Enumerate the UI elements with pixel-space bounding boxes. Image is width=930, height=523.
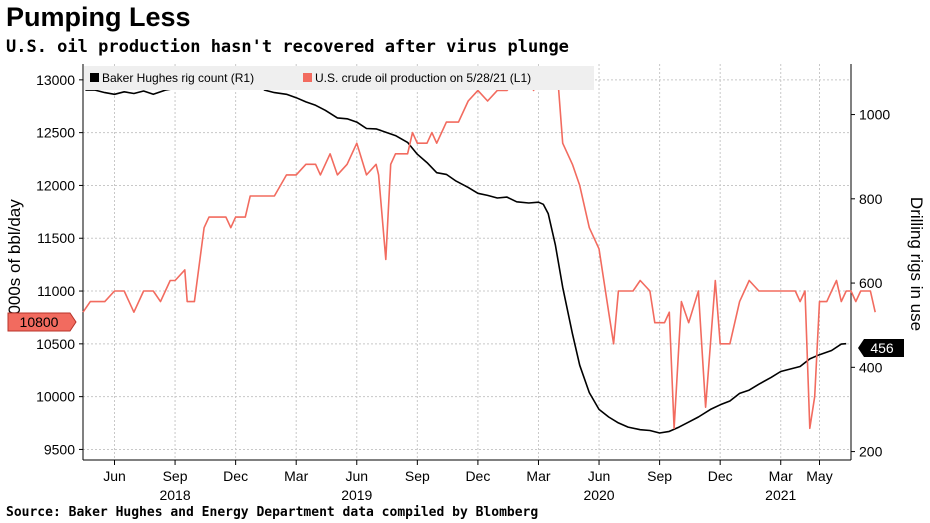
- right-tick-label: 800: [859, 191, 883, 207]
- production-last-value-tag: [7, 312, 77, 332]
- right-tick-label: 200: [859, 444, 883, 460]
- left-tick-label: 12000: [36, 177, 75, 193]
- oil-production-line: [82, 68, 876, 430]
- x-tick-label: Jun: [588, 468, 611, 484]
- x-year-label: 2019: [341, 487, 372, 503]
- x-tick-label: Mar: [526, 468, 550, 484]
- legend-swatch-rigs: [90, 73, 99, 82]
- x-tick-label: Dec: [708, 468, 733, 484]
- right-tick-label: 600: [859, 275, 883, 291]
- x-tick-label: Sep: [647, 468, 672, 484]
- source-note: Source: Baker Hughes and Energy Departme…: [6, 505, 539, 520]
- x-tick-label: Jun: [103, 468, 126, 484]
- chart-legend: Baker Hughes rig count (R1) U.S. crude o…: [84, 66, 594, 90]
- x-tick-label: Sep: [405, 468, 430, 484]
- production-last-value-text: 10800: [20, 314, 59, 330]
- x-tick-label: Dec: [465, 468, 490, 484]
- left-tick-label: 11500: [37, 230, 75, 246]
- gridlines: [83, 64, 851, 460]
- x-year-label: 2021: [765, 487, 796, 503]
- page-title: Pumping Less: [6, 2, 191, 32]
- x-tick-label: May: [806, 468, 832, 484]
- x-tick-label: Dec: [223, 468, 248, 484]
- x-tick-label: Sep: [163, 468, 188, 484]
- last-value-labels: 10800 456: [7, 312, 904, 357]
- left-tick-label: 13000: [36, 72, 75, 88]
- left-axis-title: 1,000s of bbl/day: [5, 199, 24, 329]
- left-tick-label: 10500: [36, 336, 75, 352]
- rigs-last-value-text: 456: [870, 340, 894, 356]
- x-tick-label: Mar: [769, 468, 793, 484]
- legend-background: [84, 66, 594, 90]
- legend-swatch-production: [303, 73, 312, 82]
- legend-label-production: U.S. crude oil production on 5/28/21 (L1…: [315, 71, 531, 85]
- x-tick-label: Mar: [284, 468, 308, 484]
- left-tick-label: 12500: [36, 125, 75, 141]
- left-tick-label: 11000: [37, 283, 75, 299]
- left-tick-label: 10000: [36, 389, 75, 405]
- right-tick-label: 1000: [859, 107, 890, 123]
- right-axis-title: Drilling rigs in use: [907, 197, 926, 331]
- right-y-axis: 200 400 600 800 1000: [850, 64, 890, 460]
- x-year-label: 2020: [583, 487, 614, 503]
- x-axis: Jun Sep Dec Mar Jun Sep Dec Mar Jun Sep Dec Mar May 2…: [83, 459, 851, 503]
- legend-label-rigs: Baker Hughes rig count (R1): [102, 71, 254, 85]
- left-y-axis: 9500 10000 10500 11000 11500 12000 12500 13000: [36, 64, 84, 460]
- x-tick-label: Jun: [345, 468, 368, 484]
- x-year-label: 2018: [159, 487, 190, 503]
- page-subtitle: U.S. oil production hasn't recovered aft…: [6, 37, 569, 57]
- series-lines: [82, 68, 876, 434]
- left-tick-label: 9500: [44, 441, 75, 457]
- rigs-last-value-tag: [858, 339, 904, 357]
- right-tick-label: 400: [859, 359, 883, 375]
